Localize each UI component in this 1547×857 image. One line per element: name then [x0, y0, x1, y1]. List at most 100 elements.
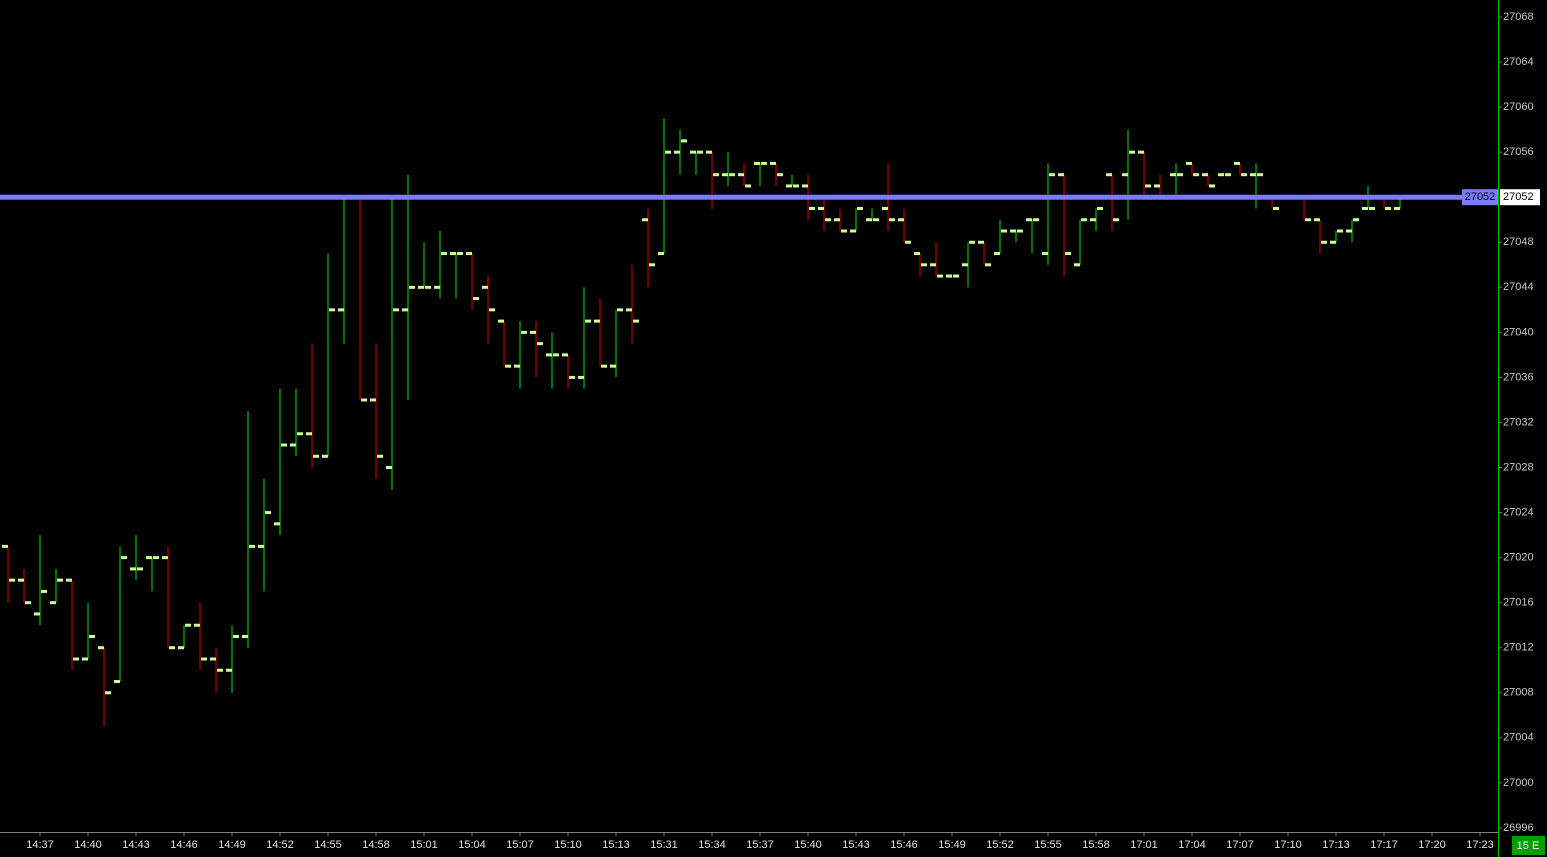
ohlc-open — [770, 161, 776, 165]
ohlc-open — [2, 544, 8, 548]
ohlc-open — [786, 184, 792, 188]
ohlc-open — [706, 150, 712, 154]
ohlc-open — [674, 150, 680, 154]
ohlc-open — [210, 657, 216, 661]
ohlc-close — [1049, 173, 1055, 177]
x-tick-label: 15:13 — [602, 839, 630, 851]
ohlc-open — [162, 556, 168, 560]
y-tick-label: 27004 — [1503, 732, 1534, 744]
ohlc-open — [1138, 150, 1144, 154]
ohlc-close — [777, 173, 783, 177]
ohlc-close — [729, 173, 735, 177]
x-tick-label: 17:10 — [1274, 839, 1302, 851]
x-tick-label: 15:55 — [1034, 839, 1062, 851]
x-tick-label: 15:46 — [890, 839, 918, 851]
ohlc-open — [1314, 218, 1320, 222]
ohlc-close — [633, 319, 639, 323]
ohlc-close — [73, 657, 79, 661]
ohlc-close — [985, 263, 991, 267]
y-tick-label: 27024 — [1503, 506, 1534, 518]
ohlc-open — [1250, 173, 1256, 177]
ohlc-open — [18, 578, 24, 582]
ohlc-close — [1001, 229, 1007, 233]
ohlc-open — [1058, 173, 1064, 177]
ohlc-open — [322, 454, 328, 458]
x-tick-label: 15:49 — [938, 839, 966, 851]
last-price-box-right — [1500, 189, 1540, 206]
ohlc-open — [386, 466, 392, 470]
x-tick-label: 15:52 — [986, 839, 1014, 851]
ohlc-open — [1218, 173, 1224, 177]
x-tick-label: 15:10 — [554, 839, 582, 851]
ohlc-open — [818, 206, 824, 210]
ohlc-open — [450, 252, 456, 256]
ohlc-close — [217, 668, 223, 672]
y-tick-label: 27040 — [1503, 326, 1534, 338]
ohlc-close — [1145, 184, 1151, 188]
ohlc-open — [594, 319, 600, 323]
ohlc-close — [1305, 218, 1311, 222]
x-tick-label: 14:55 — [314, 839, 342, 851]
ohlc-open — [1106, 173, 1112, 177]
ohlc-open — [66, 578, 72, 582]
ohlc-close — [825, 218, 831, 222]
interval-box — [1512, 836, 1545, 855]
ohlc-close — [409, 285, 415, 289]
ohlc-close — [105, 691, 111, 695]
y-tick-label: 27008 — [1503, 687, 1534, 699]
ohlc-close — [1033, 218, 1039, 222]
ohlc-open — [1026, 218, 1032, 222]
y-tick-label: 27064 — [1503, 56, 1534, 68]
ohlc-open — [578, 375, 584, 379]
ohlc-open — [290, 443, 296, 447]
y-tick-label: 27044 — [1503, 281, 1534, 293]
ohlc-close — [1113, 218, 1119, 222]
ohlc-close — [57, 578, 63, 582]
ohlc-open — [370, 398, 376, 402]
ohlc-close — [1129, 150, 1135, 154]
ohlc-open — [274, 522, 280, 526]
ohlc-close — [265, 511, 271, 515]
ohlc-open — [1202, 173, 1208, 177]
ohlc-close — [1321, 240, 1327, 244]
ohlc-close — [121, 556, 127, 560]
ohlc-open — [930, 263, 936, 267]
last-price-label: 27052 — [1465, 191, 1496, 203]
ohlc-open — [834, 218, 840, 222]
x-tick-label: 14:49 — [218, 839, 246, 851]
ohlc-open — [866, 218, 872, 222]
ohlc-close — [873, 218, 879, 222]
x-tick-label: 17:23 — [1466, 839, 1494, 851]
ohlc-open — [994, 252, 1000, 256]
x-tick-label: 14:58 — [362, 839, 390, 851]
ohlc-open — [258, 544, 264, 548]
ohlc-open — [690, 150, 696, 154]
ohlc-close — [745, 184, 751, 188]
ohlc-close — [761, 161, 767, 165]
ohlc-open — [1362, 206, 1368, 210]
last-price-axis-label: 27052 — [1503, 191, 1534, 203]
ohlc-close — [41, 589, 47, 593]
x-tick-label: 15:43 — [842, 839, 870, 851]
ohlc-open — [898, 218, 904, 222]
ohlc-open — [914, 252, 920, 256]
ohlc-open — [642, 218, 648, 222]
ohlc-open — [498, 319, 504, 323]
x-tick-label: 14:37 — [26, 839, 54, 851]
ohlc-close — [681, 139, 687, 143]
ohlc-close — [1065, 252, 1071, 256]
x-tick-label: 15:58 — [1082, 839, 1110, 851]
ohlc-close — [793, 184, 799, 188]
ohlc-close — [713, 173, 719, 177]
ohlc-open — [850, 229, 856, 233]
ohlc-close — [1353, 218, 1359, 222]
ohlc-close — [313, 454, 319, 458]
ohlc-close — [1273, 206, 1279, 210]
ohlc-open — [722, 173, 728, 177]
ohlc-open — [1122, 173, 1128, 177]
ohlc-close — [361, 398, 367, 402]
ohlc-close — [505, 364, 511, 368]
ohlc-close — [697, 150, 703, 154]
ohlc-close — [249, 544, 255, 548]
